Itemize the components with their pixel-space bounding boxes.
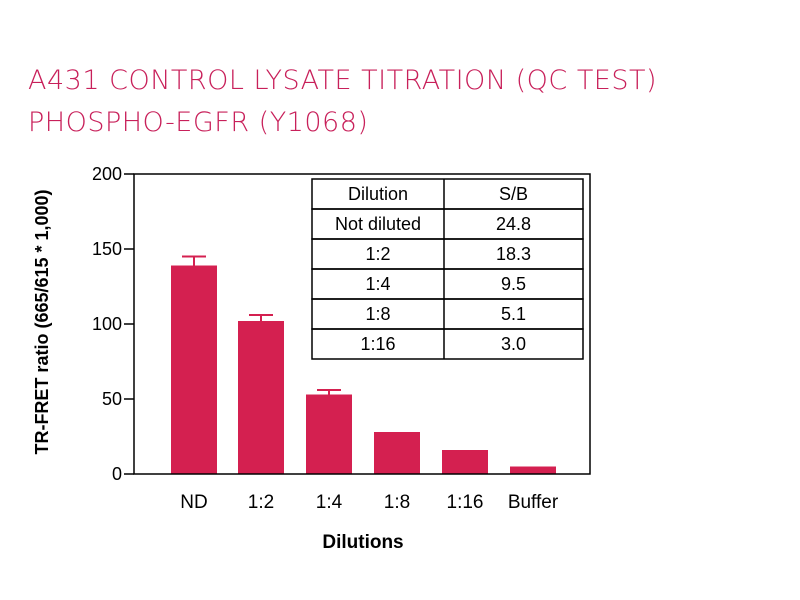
x-tick-label-3: 1:8 — [384, 492, 410, 513]
chart-title: A431 CONTROL LYSATE TITRATION (QC TEST) — [28, 65, 658, 96]
x-tick-label-2: 1:4 — [316, 492, 343, 513]
y-tick-label-4: 200 — [92, 164, 122, 184]
y-tick-label-3: 150 — [92, 239, 122, 259]
bars-group — [171, 265, 556, 474]
y-tick-label-1: 50 — [102, 389, 122, 409]
bar-3 — [374, 432, 420, 474]
table-cell-sb-3: 9.5 — [501, 274, 526, 294]
chart-subtitle: PHOSPHO-EGFR (Y1068) — [28, 107, 369, 138]
bar-2 — [306, 394, 352, 474]
error-bars-group — [182, 255, 341, 395]
table-cell-dilution-3: 1:4 — [365, 274, 390, 294]
bar-0 — [171, 265, 217, 474]
bar-1 — [238, 321, 284, 474]
table-cell-sb-4: 5.1 — [501, 304, 526, 324]
table-header-dilution: Dilution — [348, 184, 408, 204]
y-tick-label-0: 0 — [112, 464, 122, 484]
y-tick-label-2: 100 — [92, 314, 122, 334]
table-cell-dilution-1: Not diluted — [335, 214, 421, 234]
x-tick-label-1: 1:2 — [248, 492, 274, 513]
table-row-5 — [311, 328, 584, 360]
y-ticks-group: 0 50 100 150 200 — [92, 164, 134, 484]
y-axis-label: TR-FRET ratio (665/615 * 1,000) — [32, 189, 52, 454]
bar-4 — [442, 450, 488, 474]
sb-table: Dilution S/B Not diluted 24.8 1:2 18.3 1:4 9.5 1… — [311, 178, 584, 360]
table-cell-dilution-5: 1:16 — [360, 334, 395, 354]
x-tick-label-5: Buffer — [508, 492, 559, 513]
table-cell-dilution-4: 1:8 — [365, 304, 390, 324]
table-cell-dilution-2: 1:2 — [365, 244, 390, 264]
x-axis-label: Dilutions — [322, 532, 403, 553]
x-tick-label-4: 1:16 — [447, 492, 484, 513]
x-ticks-group: ND 1:2 1:4 1:8 1:16 Buffer — [180, 492, 559, 513]
x-tick-label-0: ND — [180, 492, 207, 513]
table-cell-sb-2: 18.3 — [496, 244, 531, 264]
table-header-sb: S/B — [499, 184, 528, 204]
table-cell-sb-5: 3.0 — [501, 334, 526, 354]
bar-5 — [510, 466, 556, 474]
table-cell-sb-1: 24.8 — [496, 214, 531, 234]
chart-title-block: A431 CONTROL LYSATE TITRATION (QC TEST) … — [28, 60, 768, 144]
